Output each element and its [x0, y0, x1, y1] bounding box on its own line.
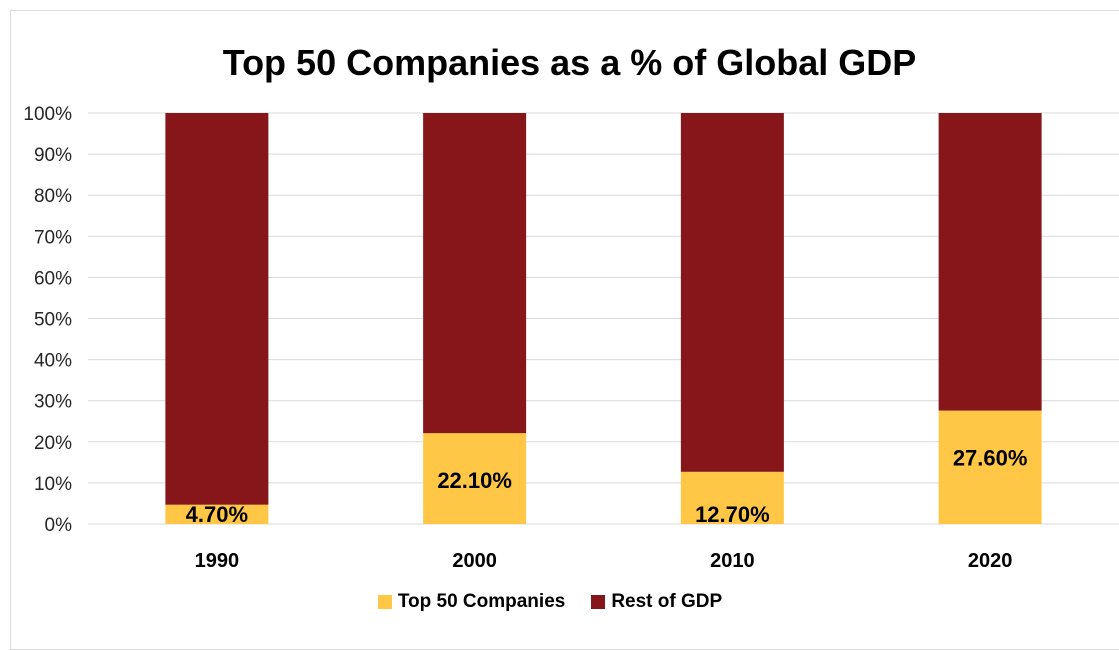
data-label: 27.60% — [953, 446, 1028, 471]
y-tick-label: 0% — [45, 515, 73, 536]
bar-top50 — [165, 504, 269, 524]
bar-rest — [165, 113, 269, 505]
y-tick-label: 40% — [34, 351, 72, 372]
y-tick-label: 70% — [34, 227, 72, 248]
legend-label-rest: Rest of GDP — [611, 591, 723, 612]
bar-rest — [680, 113, 784, 472]
y-tick-label: 10% — [34, 474, 72, 495]
x-tick-label: 2010 — [710, 550, 755, 572]
bar-top50 — [423, 433, 527, 524]
data-label: 22.10% — [437, 468, 512, 493]
legend: Top 50 Companies Rest of GDP — [0, 591, 1100, 613]
bar-top50 — [680, 471, 784, 524]
legend-swatch-top50 — [377, 595, 392, 609]
legend-swatch-rest — [591, 595, 606, 609]
legend-label-top50: Top 50 Companies — [397, 591, 566, 612]
x-tick-label: 1990 — [195, 550, 240, 572]
x-tick-label: 2020 — [968, 550, 1013, 572]
bar-rest — [423, 113, 527, 434]
bar-top50 — [938, 410, 1042, 524]
legend-item-rest: Rest of GDP — [591, 591, 722, 613]
y-tick-label: 60% — [34, 268, 72, 289]
chart-title: Top 50 Companies as a % of Global GDP — [222, 42, 917, 83]
y-tick-label: 50% — [34, 310, 72, 331]
legend-item-top50: Top 50 Companies — [377, 591, 566, 613]
x-tick-label: 2000 — [452, 550, 497, 572]
y-tick-label: 80% — [34, 186, 72, 207]
y-tick-label: 100% — [23, 104, 72, 125]
data-label: 4.70% — [186, 502, 248, 527]
y-tick-label: 20% — [34, 433, 72, 454]
bar-rest — [938, 113, 1042, 411]
y-tick-label: 30% — [34, 392, 72, 413]
y-tick-label: 90% — [34, 145, 72, 166]
data-label: 12.70% — [695, 502, 770, 527]
